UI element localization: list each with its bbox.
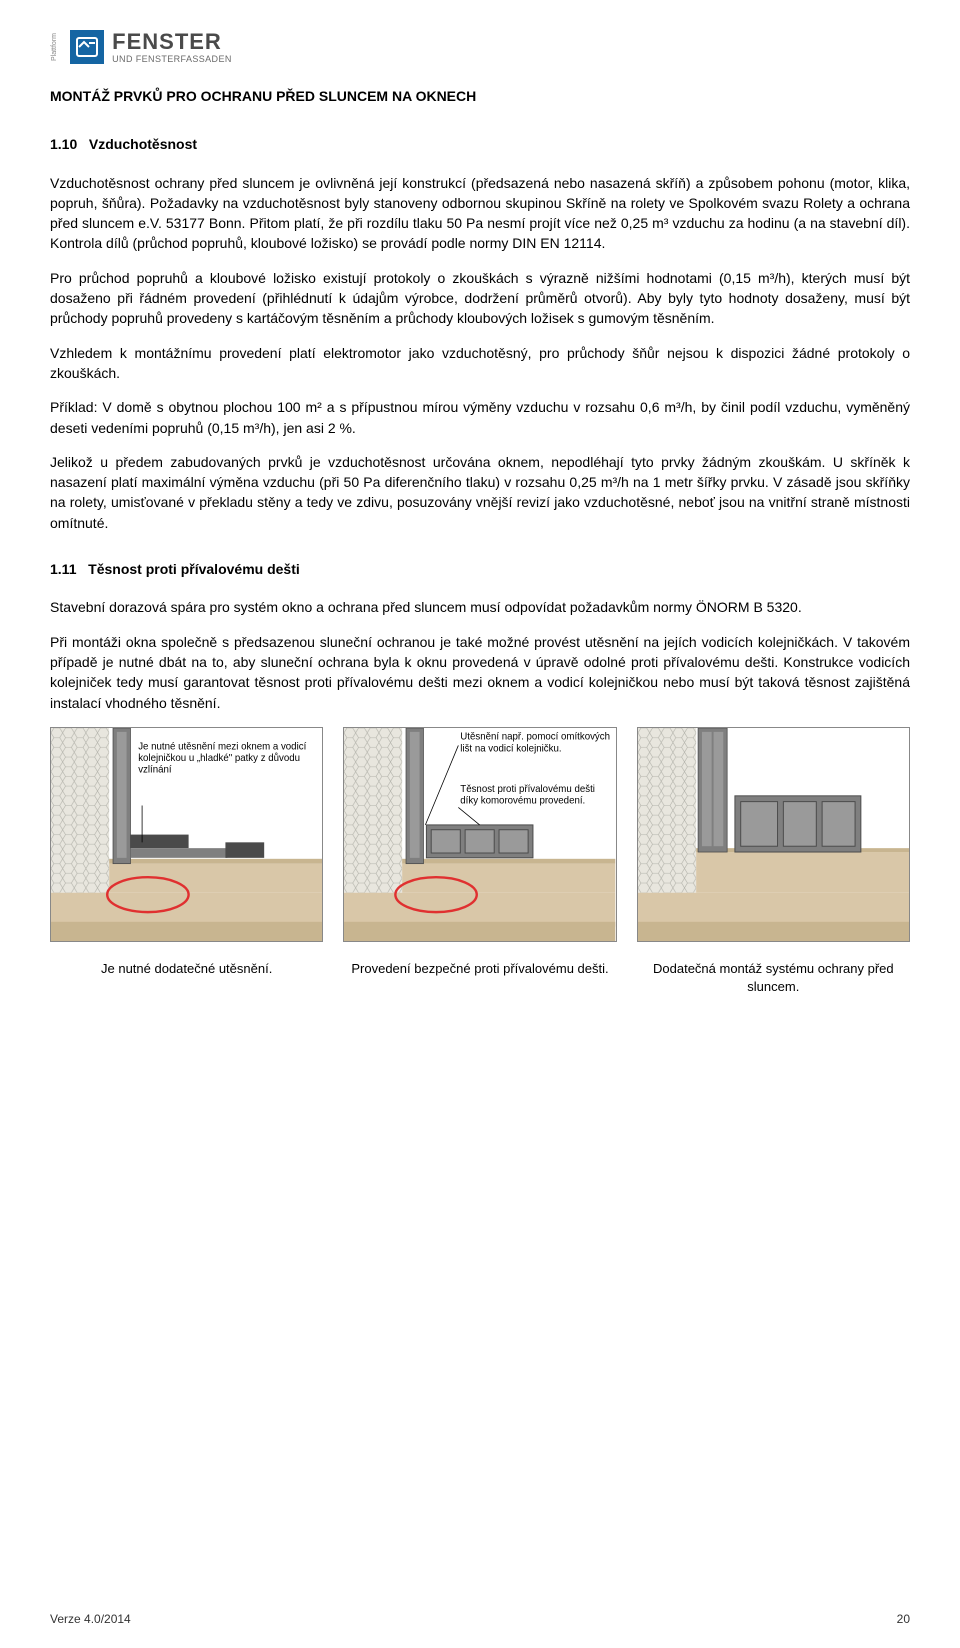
section-1-10-p5: Jelikož u předem zabudovaných prvků je v…	[50, 452, 910, 533]
section-1-10-p1: Vzduchotěsnost ochrany před sluncem je o…	[50, 173, 910, 254]
figure-1-label: Je nutné utěsnění mezi oknem a vodicí ko…	[138, 741, 312, 776]
figure-1-caption: Je nutné dodatečné utěsnění.	[101, 960, 272, 978]
figure-1-diagram: Je nutné utěsnění mezi oknem a vodicí ko…	[50, 727, 323, 942]
figure-2-diagram: Utěsnění např. pomocí omítkových lišt na…	[343, 727, 616, 942]
page-footer: Verze 4.0/2014 20	[50, 1611, 910, 1628]
footer-page-number: 20	[897, 1611, 910, 1628]
logo-area: Plattform FENSTER UND FENSTERFASSADEN	[50, 30, 910, 64]
document-title: MONTÁŽ PRVKŮ PRO OCHRANU PŘED SLUNCEM NA…	[50, 86, 910, 106]
section-1-10-heading: 1.10 Vzduchotěsnost	[50, 134, 910, 154]
section-1-11-title: Těsnost proti přívalovému dešti	[88, 561, 300, 577]
section-1-10-p3: Vzhledem k montážnímu provedení platí el…	[50, 343, 910, 384]
figure-2-label-2: Těsnost proti přívalovému dešti díky kom…	[461, 784, 614, 807]
section-1-11-p2: Při montáži okna společně s předsazenou …	[50, 632, 910, 713]
figure-2-caption: Provedení bezpečné proti přívalovému deš…	[351, 960, 608, 978]
section-1-10-number: 1.10	[50, 136, 77, 152]
figure-2-label-1: Utěsnění např. pomocí omítkových lišt na…	[461, 732, 614, 755]
section-1-10-p2: Pro průchod popruhů a kloubové ložisko e…	[50, 268, 910, 329]
section-1-11-number: 1.11	[50, 561, 76, 577]
section-1-10-p4: Příklad: V domě s obytnou plochou 100 m²…	[50, 397, 910, 438]
window-icon	[75, 35, 99, 59]
section-1-11-heading: 1.11 Těsnost proti přívalovému dešti	[50, 559, 910, 579]
figure-3-diagram	[637, 727, 910, 942]
section-1-10-title: Vzduchotěsnost	[89, 136, 197, 152]
section-1-11-p1: Stavební dorazová spára pro systém okno …	[50, 597, 910, 617]
figure-3-caption: Dodatečná montáž systému ochrany před sl…	[637, 960, 910, 995]
logo-sub-text: UND FENSTERFASSADEN	[112, 55, 232, 64]
logo-main-text: FENSTER	[112, 31, 232, 53]
logo-platform-label: Plattform	[50, 33, 60, 61]
figure-3: Dodatečná montáž systému ochrany před sl…	[637, 727, 910, 995]
figure-2: Utěsnění např. pomocí omítkových lišt na…	[343, 727, 616, 978]
logo-icon	[70, 30, 104, 64]
figures-row: Je nutné utěsnění mezi oknem a vodicí ko…	[50, 727, 910, 995]
figure-1: Je nutné utěsnění mezi oknem a vodicí ko…	[50, 727, 323, 978]
logo-text-block: FENSTER UND FENSTERFASSADEN	[112, 31, 232, 64]
footer-version: Verze 4.0/2014	[50, 1611, 131, 1628]
